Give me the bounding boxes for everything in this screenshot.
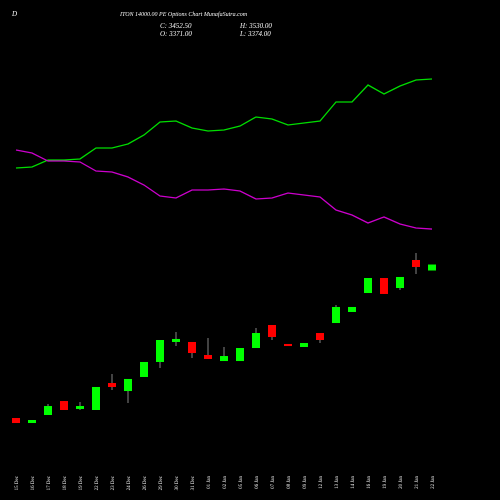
candle-body [348, 306, 356, 312]
ohlc-label: C: 3452.50 [160, 22, 192, 30]
x-tick-label: 22 Dec [95, 475, 100, 490]
candle-body [60, 401, 68, 410]
x-tick-label: 14 Jan [351, 476, 356, 489]
x-tick-label: 19 Dec [79, 475, 84, 490]
x-tick-label: 29 Dec [159, 475, 164, 490]
x-tick-label: 15 Dec [15, 475, 20, 490]
candle-body [380, 278, 388, 294]
x-tick-label: 01 Jan [207, 476, 212, 489]
indicator-line [15, 149, 433, 230]
candle-body [364, 278, 372, 294]
candle-body [412, 260, 420, 267]
candle-body [12, 418, 20, 424]
x-tick-label: 06 Jan [255, 476, 260, 489]
x-tick-label: 09 Jan [303, 476, 308, 489]
x-tick-label: 08 Jan [287, 476, 292, 489]
ohlc-label: L: 3374.00 [239, 30, 271, 38]
candle-body [44, 406, 52, 415]
candle-body [204, 355, 212, 359]
candle-body [284, 343, 292, 347]
corner-label: D [11, 10, 17, 18]
candle-body [332, 306, 340, 324]
candle-body [188, 341, 196, 354]
candle-body [92, 386, 100, 410]
candle-body [108, 383, 116, 387]
candle-body [28, 420, 36, 424]
x-tick-label: 12 Jan [319, 476, 324, 489]
candle-body [300, 343, 308, 347]
ohlc-label: H: 3530.00 [239, 22, 272, 30]
x-tick-label: 05 Jan [239, 476, 244, 489]
x-tick-label: 07 Jan [271, 476, 276, 489]
x-tick-label: 16 Jan [367, 476, 372, 489]
x-tick-label: 30 Dec [175, 475, 180, 490]
x-tick-label: 21 Jan [415, 476, 420, 489]
candle-body [268, 325, 276, 337]
x-tick-label: 24 Dec [127, 475, 132, 490]
x-tick-label: 26 Dec [143, 475, 148, 490]
x-tick-label: 16 Dec [31, 475, 36, 490]
x-tick-label: 17 Dec [47, 475, 52, 490]
candle-body [140, 361, 148, 377]
candle-body [236, 348, 244, 362]
candle-body [396, 276, 404, 289]
candle-body [124, 378, 132, 392]
candle-body [76, 406, 84, 409]
x-tick-label: 22 Jan [431, 476, 436, 489]
indicator-line [15, 78, 433, 169]
chart-title: ITON 14000.00 PE Options Chart MunafaSut… [119, 11, 248, 18]
candle-body [252, 333, 260, 349]
x-tick-label: 19 Jan [383, 476, 388, 489]
x-tick-label: 18 Dec [63, 475, 68, 490]
x-tick-label: 20 Jan [399, 476, 404, 489]
ohlc-label: O: 3371.00 [160, 30, 192, 38]
x-tick-label: 02 Jan [223, 476, 228, 489]
candle-body [316, 333, 324, 340]
x-tick-label: 31 Dec [191, 475, 196, 490]
candle-body [156, 340, 164, 362]
x-tick-label: 23 Dec [111, 475, 116, 490]
x-tick-label: 13 Jan [335, 476, 340, 489]
candle-body [428, 264, 436, 271]
candle-body [172, 338, 180, 342]
candle-body [220, 356, 228, 362]
